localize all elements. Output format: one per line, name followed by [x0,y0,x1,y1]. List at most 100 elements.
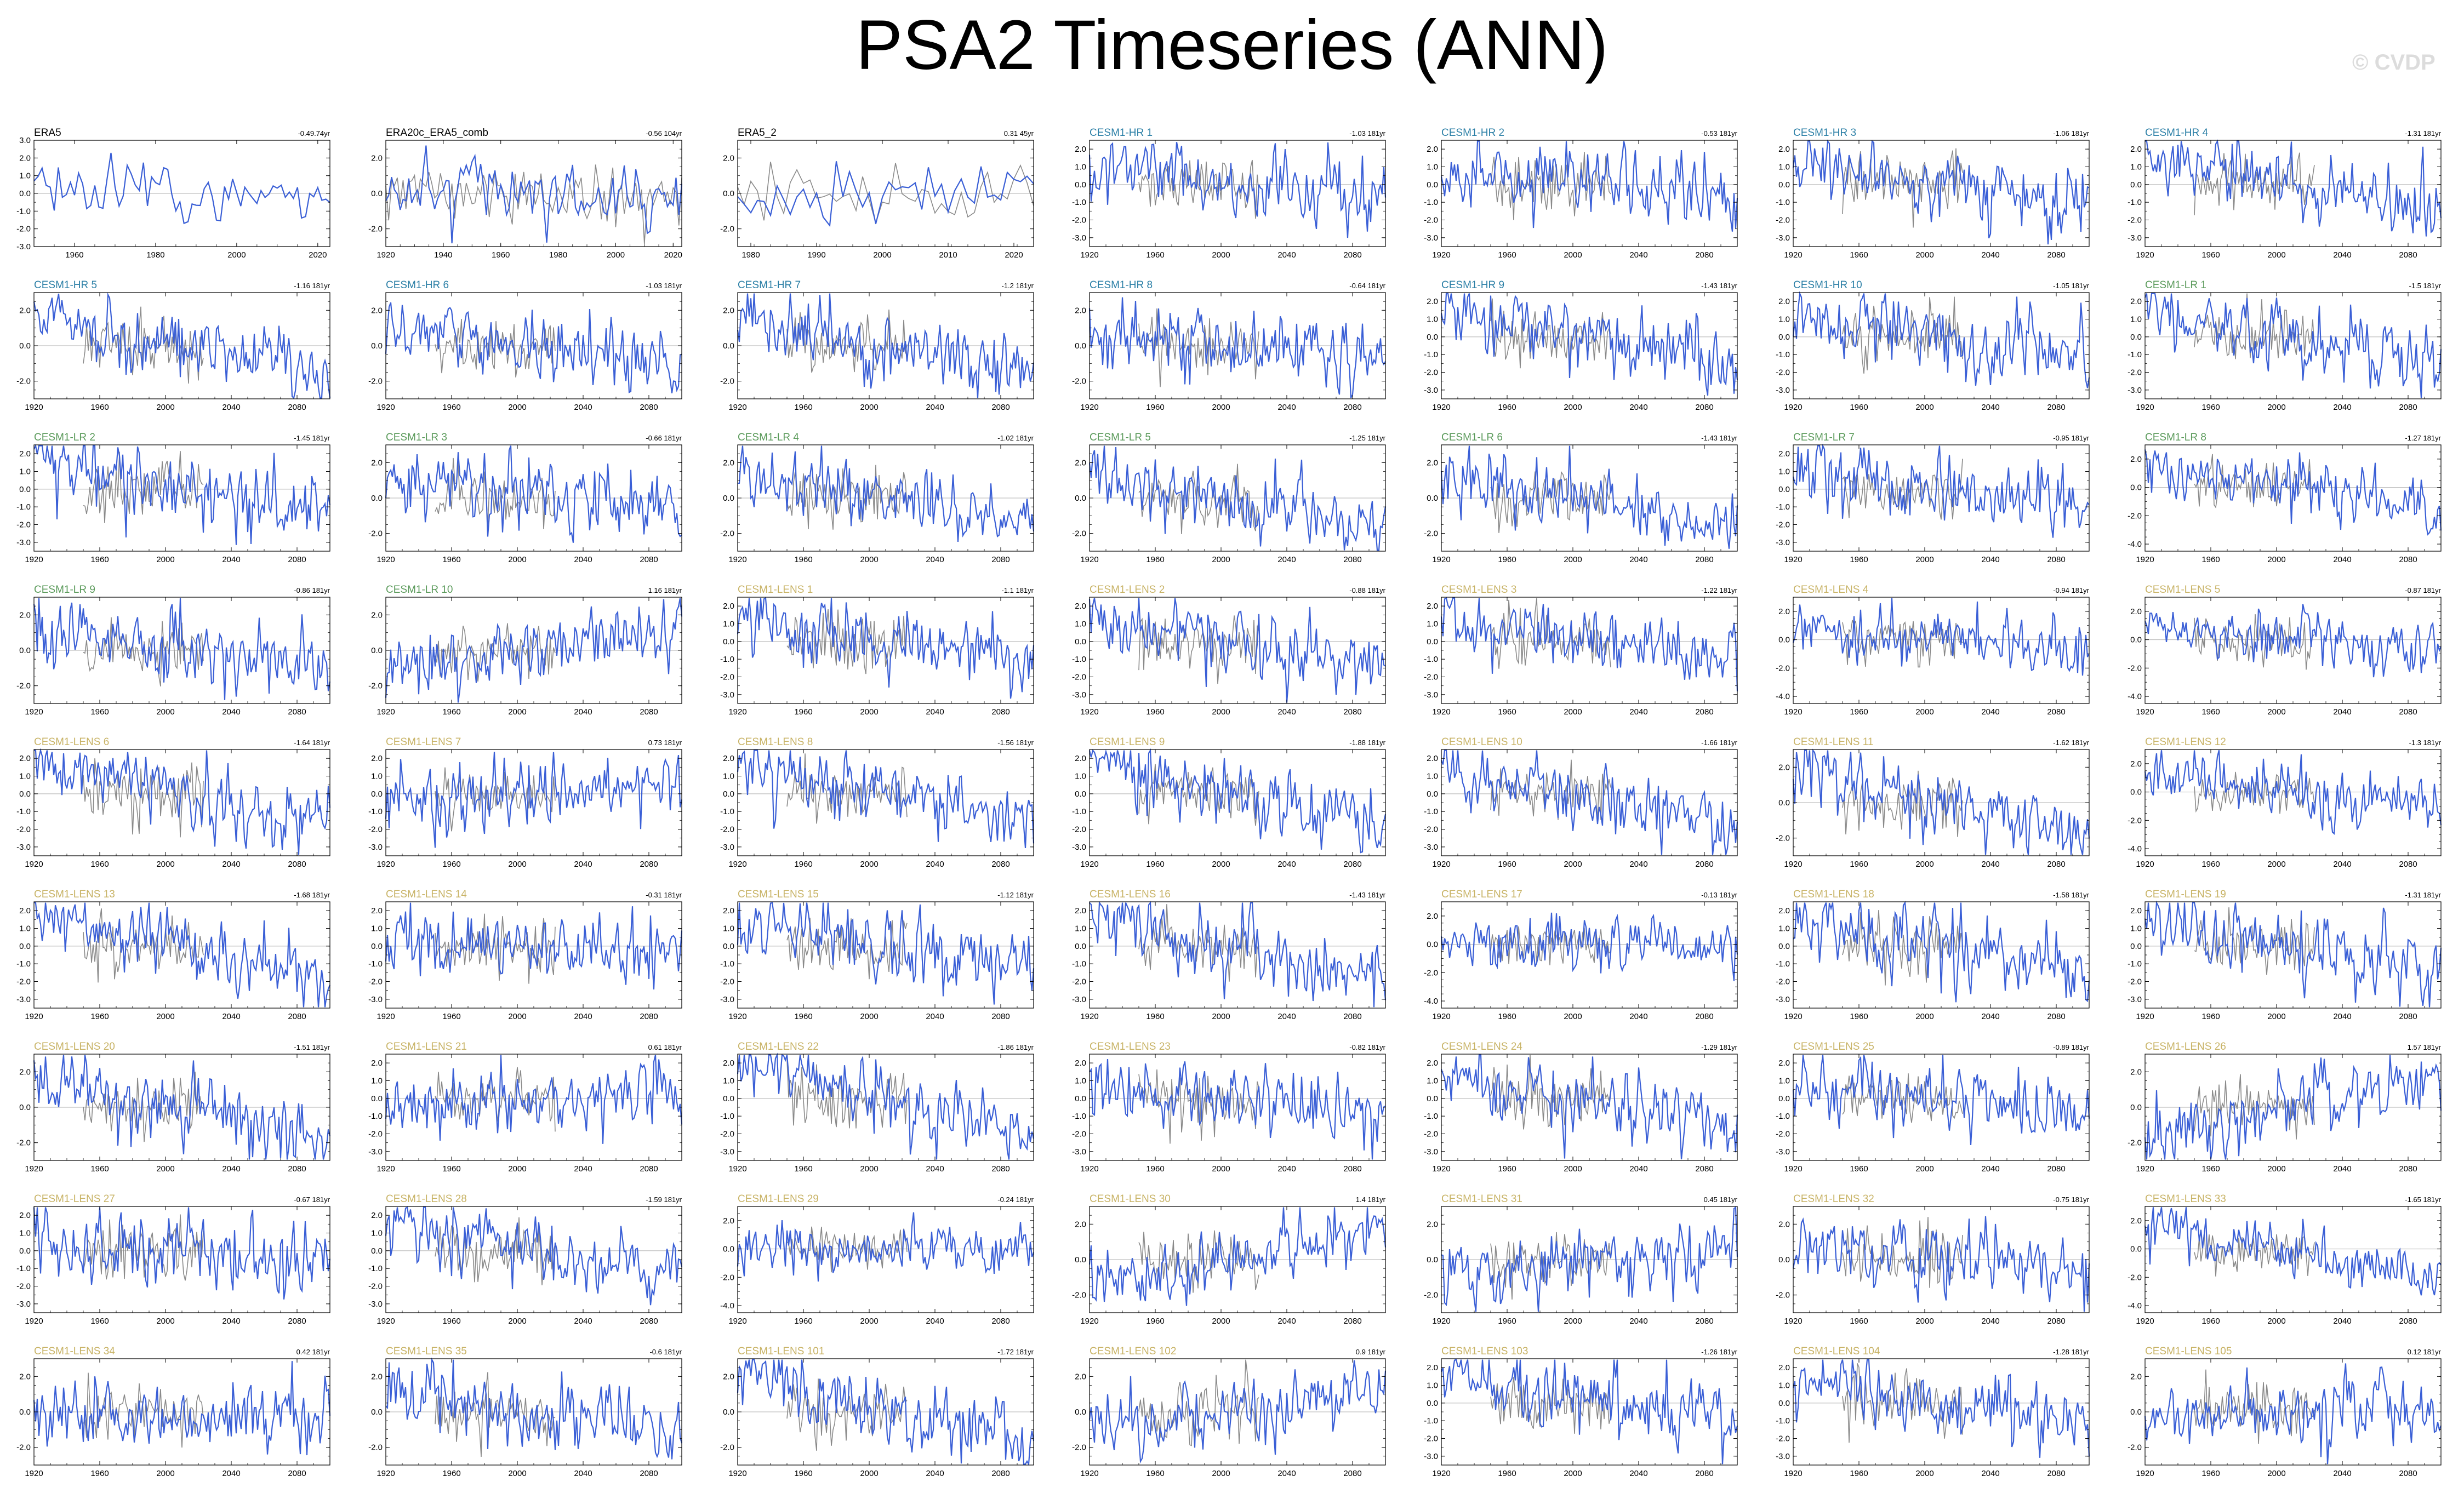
panel-svg: CESM1-LR 4 -1.02 181yr 2.0 0.0 -2.0 1920 1960 2… [720,432,1035,564]
y-tick-label: 2.0 [1778,145,1790,154]
series-line [2144,900,2442,1008]
x-tick-label: 1960 [794,1469,812,1478]
series-line [1089,901,1387,1008]
x-tick-label: 1920 [377,1469,395,1478]
series-line [385,752,683,848]
y-tick-label: -2.0 [720,225,734,234]
panel-title: CESM1-LENS 25 [1793,1041,1874,1052]
x-tick-label: 2000 [1564,860,1582,869]
panel-svg: CESM1-LR 8 -1.27 181yr 2.0 0.0 -2.0 -4.0 1920 1… [2128,432,2442,564]
series-line [1440,293,1738,396]
panel-cesm1-lens-13: CESM1-LENS 13 -1.68 181yr 2.0 1.0 0.0 -1.0 -2.… [0,879,351,1030]
x-tick-label: 2040 [574,403,592,412]
panel-trend: -1.45 181yr [294,434,330,442]
series-line [385,1055,683,1144]
panel-trend: -1.16 181yr [294,282,330,290]
x-tick-label: 1920 [2136,707,2154,717]
y-tick-label: -3.0 [1072,1147,1086,1157]
panel-cesm1-hr-5: CESM1-HR 5 -1.16 181yr 2.0 0.0 -2.0 1920 1960 2… [0,270,351,421]
y-tick-label: -2.0 [1776,216,1790,225]
x-tick-label: 2080 [1695,403,1713,412]
y-tick-label: 1.0 [1778,1077,1790,1086]
x-tick-label: 2080 [991,1317,1009,1326]
x-tick-label: 1960 [1498,1012,1516,1021]
y-tick-label: 1.0 [1075,620,1086,629]
y-tick-label: -3.0 [1776,1147,1790,1157]
observed-series-line [83,617,204,686]
x-tick-label: 1960 [1850,1317,1868,1326]
x-tick-label: 1960 [90,1164,109,1174]
y-tick-label: -4.0 [2128,844,2142,854]
panel-frame [2144,292,2442,399]
panel-title: CESM1-LR 8 [2145,432,2206,443]
x-tick-label: 2040 [1277,1164,1296,1174]
x-tick-label: 2080 [2047,1012,2065,1021]
y-tick-label: -3.0 [16,538,31,547]
y-tick-label: 0.0 [1427,494,1438,503]
x-tick-label: 2080 [1343,707,1361,717]
y-tick-label: 2.0 [19,449,31,459]
panel-svg: CESM1-HR 9 -1.43 181yr 2.0 1.0 0.0 -1.0 -2.0 -3… [1424,279,1738,412]
x-tick-label: 2000 [156,860,174,869]
panel-trend: -1.62 181yr [2053,739,2089,747]
y-tick-label: 0.0 [2130,1103,2142,1112]
y-tick-label: -2.0 [368,377,383,386]
y-tick-label: 0.0 [2130,180,2142,190]
panel-title: CESM1-LENS 10 [1441,736,1522,748]
x-tick-label: 2040 [926,860,944,869]
panel-title: ERA5 [34,127,61,139]
panel-title: CESM1-LENS 15 [738,889,819,900]
y-tick-label: 2.0 [1427,1220,1438,1229]
panel-title: CESM1-LR 5 [1090,432,1151,443]
x-tick-label: 1960 [1146,860,1164,869]
x-tick-label: 2000 [508,1469,526,1478]
series-line [2144,750,2442,835]
panel-trend: -0.24 181yr [997,1195,1034,1204]
x-tick-label: 1920 [377,1317,395,1326]
observed-series-line [786,918,908,980]
panel-title: CESM1-HR 4 [2145,127,2209,139]
x-tick-label: 2080 [2047,403,2065,412]
y-tick-label: 0.0 [371,1246,383,1256]
series-line [2144,1055,2442,1160]
panel-title: CESM1-LENS 9 [1090,736,1165,748]
panel-svg: CESM1-LENS 4 -0.94 181yr 2.0 0.0 -2.0 -4.0 192… [1776,584,2090,717]
panel-svg: CESM1-LENS 23 -0.82 181yr 2.0 1.0 0.0 -1.0 -2.… [1072,1041,1386,1174]
panel-trend: -1.12 181yr [997,891,1034,899]
x-tick-label: 1920 [728,707,746,717]
panel-frame [1441,140,1738,247]
x-tick-label: 2000 [2267,555,2285,564]
x-tick-label: 1960 [1498,1164,1516,1174]
observed-series-line [786,465,908,530]
panel-cesm1-hr-4: CESM1-HR 4 -1.31 181yr 2.0 1.0 0.0 -1.0 -2.0 -3… [2111,117,2462,268]
panel-trend: -1.27 181yr [2405,434,2441,442]
y-tick-label: 2.0 [1427,458,1438,467]
y-tick-label: 0.0 [723,1245,734,1254]
x-tick-label: 1960 [90,403,109,412]
x-tick-label: 1920 [728,1469,746,1478]
x-tick-label: 2000 [156,1469,174,1478]
panel-svg: CESM1-LR 2 -1.45 181yr 2.0 1.0 0.0 -1.0 -2.0 -3… [16,432,331,564]
observed-series-line [1842,770,1963,837]
y-tick-label: 2.0 [1075,145,1086,154]
panel-title: CESM1-LENS 29 [738,1193,819,1205]
y-tick-label: 0.0 [19,789,31,799]
y-tick-label: 2.0 [2130,455,2142,464]
y-tick-label: 0.0 [19,341,31,351]
series-line [1440,1054,1738,1160]
panel-title: CESM1-LR 4 [738,432,799,443]
y-tick-label: -1.0 [1776,1112,1790,1121]
x-tick-label: 2040 [1629,403,1647,412]
y-tick-label: -2.0 [1072,1443,1086,1452]
y-tick-label: 2.0 [19,906,31,916]
x-tick-label: 1960 [90,707,109,717]
x-tick-label: 1920 [1784,860,1802,869]
y-tick-label: -1.0 [1424,198,1438,207]
y-tick-label: -2.0 [2128,216,2142,225]
x-tick-label: 2000 [1915,860,1933,869]
panel-trend: -1.43 181yr [1701,434,1737,442]
y-tick-label: 0.0 [19,1408,31,1417]
y-tick-label: 0.0 [19,189,31,198]
panel-trend: -1.06 181yr [2053,129,2089,138]
x-tick-label: 1960 [2201,1317,2220,1326]
